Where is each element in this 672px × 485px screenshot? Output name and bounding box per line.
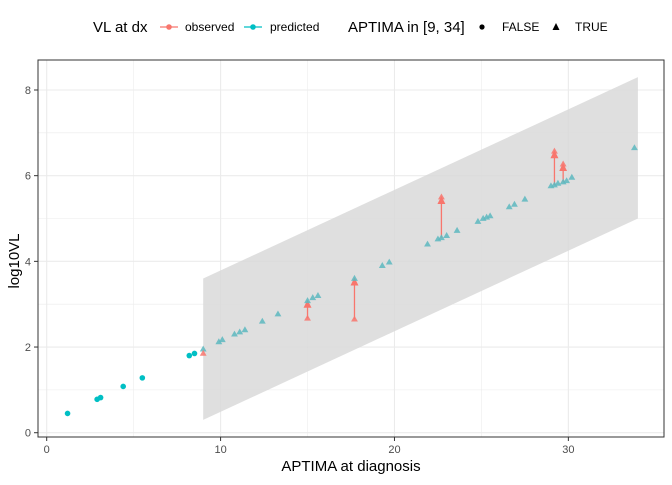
x-tick-label: 0 xyxy=(44,444,50,456)
y-tick-label: 6 xyxy=(25,171,31,183)
observed-point-true xyxy=(551,147,558,154)
predicted-point-true xyxy=(218,336,226,343)
predicted-point-true xyxy=(505,203,513,210)
legend: VL at dx observed predicted APTIMA in [9… xyxy=(93,19,608,36)
predicted-point-true xyxy=(378,262,386,268)
y-axis-title: log10VL xyxy=(6,233,23,288)
predicted-point-true xyxy=(424,240,431,247)
panel-border xyxy=(37,59,665,438)
predicted-point-false xyxy=(186,352,193,359)
predicted-point-true xyxy=(474,217,482,224)
predicted-point-true xyxy=(304,297,311,304)
y-tick-label: 4 xyxy=(25,256,31,268)
legend-observed-dot xyxy=(166,24,172,30)
predicted-point-true xyxy=(351,274,358,281)
x-tick-label: 20 xyxy=(388,444,400,456)
legend-key-predicted: predicted xyxy=(244,20,319,34)
predicted-point-true xyxy=(554,179,562,186)
observed-point-true xyxy=(559,160,567,167)
legend-color-title: VL at dx xyxy=(93,19,148,36)
predicted-point-true xyxy=(453,226,461,233)
legend-predicted-label: predicted xyxy=(270,20,319,34)
y-tick-label: 2 xyxy=(25,342,31,354)
predicted-point-true xyxy=(258,317,266,324)
legend-key-true: TRUE xyxy=(552,20,608,34)
predicted-point-true xyxy=(241,326,249,333)
predicted-point-true xyxy=(274,310,282,317)
predicted-point-true xyxy=(631,144,638,151)
predicted-point-true xyxy=(199,345,207,352)
legend-observed-label: observed xyxy=(185,20,234,34)
x-axis: 0 10 20 30 xyxy=(44,437,574,456)
predicted-point-false xyxy=(191,350,198,357)
legend-circle-icon xyxy=(479,24,485,30)
x-axis-title: APTIMA at diagnosis xyxy=(281,458,420,475)
predicted-point-true xyxy=(314,292,322,298)
predicted-point-false xyxy=(64,410,71,417)
observed-point-true xyxy=(351,315,358,322)
predicted-point-true xyxy=(521,195,529,202)
predicted-point-true xyxy=(443,232,451,238)
predicted-point-false xyxy=(97,394,104,401)
predicted-point-true xyxy=(563,177,571,184)
y-tick-label: 0 xyxy=(25,428,31,440)
predicted-point-false xyxy=(120,383,127,390)
predicted-point-false xyxy=(139,375,146,381)
predicted-point-true xyxy=(438,234,445,241)
legend-triangle-icon xyxy=(552,23,560,30)
x-tick-label: 10 xyxy=(214,444,226,456)
prediction-band xyxy=(203,77,638,420)
predicted-point-true xyxy=(568,173,576,180)
legend-true-label: TRUE xyxy=(575,20,608,34)
predicted-point-true xyxy=(511,200,518,207)
prediction-band-area xyxy=(203,77,638,420)
legend-false-label: FALSE xyxy=(502,20,539,34)
legend-predicted-dot xyxy=(250,24,256,30)
predicted-point-true xyxy=(231,330,238,337)
predicted-point-true xyxy=(215,338,223,345)
predicted-point-true xyxy=(309,294,317,301)
y-tick-label: 8 xyxy=(25,85,31,97)
legend-key-observed: observed xyxy=(160,20,234,34)
observed-point-true xyxy=(438,193,445,200)
predicted-point-true xyxy=(551,181,558,188)
legend-shape-title: APTIMA in [9, 34] xyxy=(348,19,465,36)
observed-point-true xyxy=(304,314,311,321)
points-layer xyxy=(64,144,638,417)
predicted-point-true xyxy=(486,212,494,219)
predicted-point-true xyxy=(385,258,393,265)
y-axis: 0 2 4 6 8 xyxy=(25,85,38,440)
legend-key-false: FALSE xyxy=(479,20,539,34)
predicted-point-true xyxy=(236,328,244,335)
x-tick-label: 30 xyxy=(562,444,574,456)
observed-point-true xyxy=(199,349,207,356)
